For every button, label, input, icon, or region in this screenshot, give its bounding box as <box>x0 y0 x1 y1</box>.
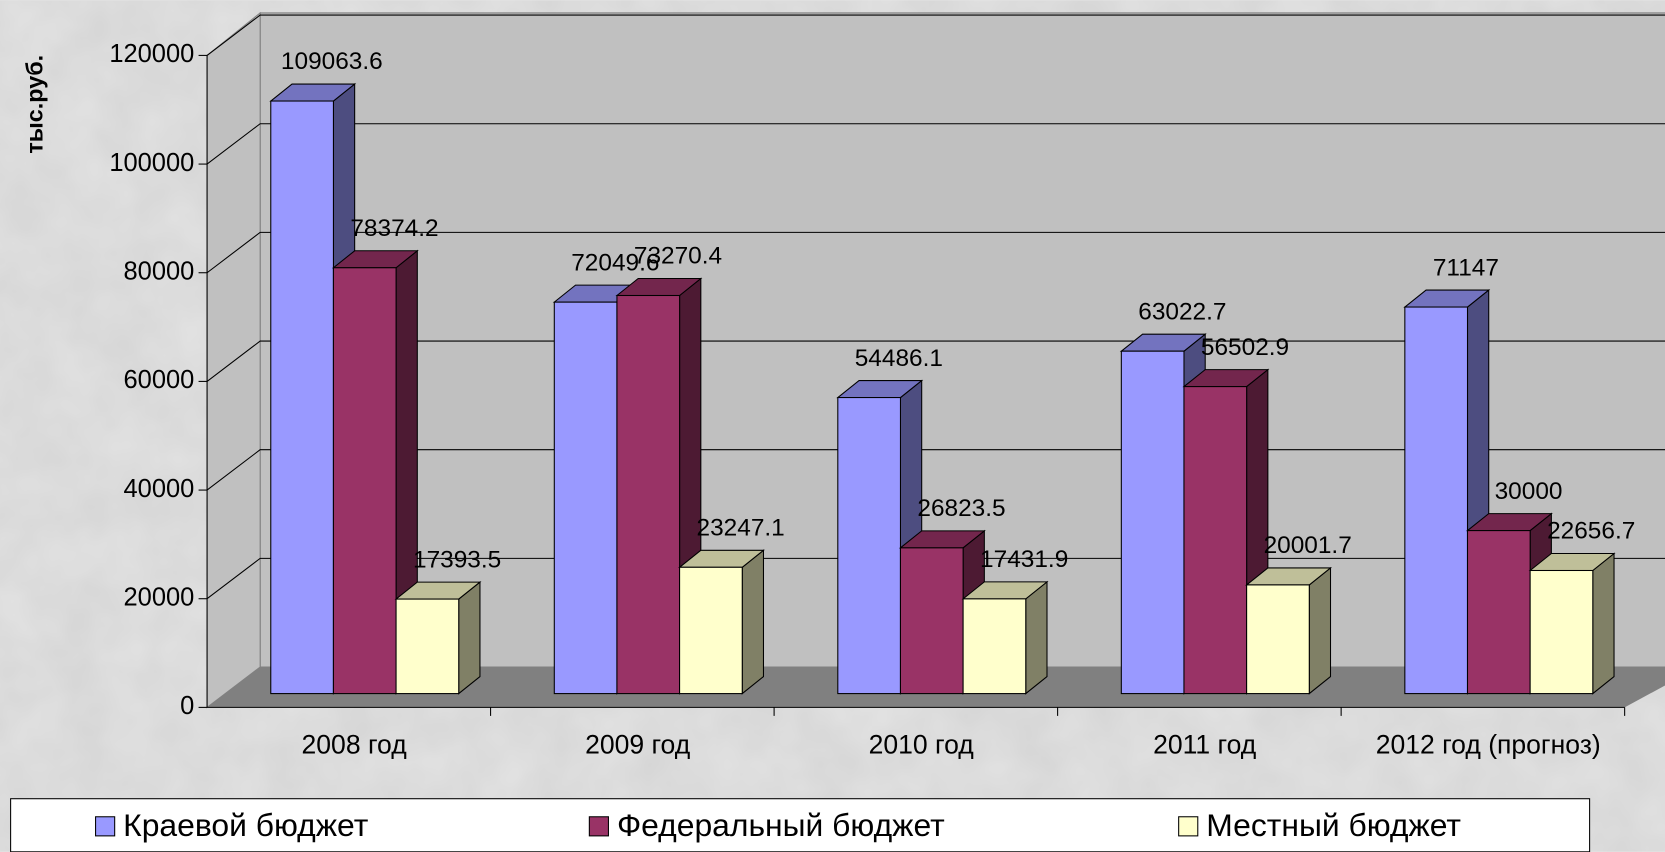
data-label: 54486.1 <box>855 345 943 372</box>
bar <box>1466 530 1531 695</box>
data-label: 30000 <box>1495 478 1563 505</box>
legend-swatch <box>1178 816 1199 837</box>
legend <box>10 798 1591 852</box>
legend-label: Краевой бюджет <box>123 807 369 843</box>
legend-swatch <box>588 816 609 837</box>
bar-side <box>1592 552 1615 695</box>
y-tick-label: 0 <box>180 692 194 720</box>
bar <box>616 294 681 695</box>
x-tick-label: 2008 год <box>302 730 408 760</box>
data-label: 23247.1 <box>697 515 785 542</box>
y-tick-label: 80000 <box>123 257 194 285</box>
y-tick-label: 60000 <box>123 366 194 394</box>
bar <box>899 547 964 695</box>
data-label: 72049.6 <box>571 249 659 276</box>
bar-side <box>458 580 481 695</box>
bar <box>1183 386 1248 695</box>
side-wall <box>206 11 261 709</box>
grid-line <box>206 14 1665 56</box>
data-label: 17431.9 <box>980 546 1068 573</box>
data-label: 20001.7 <box>1264 532 1352 559</box>
y-tick-label: 20000 <box>123 583 194 611</box>
bar <box>332 267 397 695</box>
y-axis-label: тыс.руб. <box>21 55 47 154</box>
bar <box>1404 306 1469 695</box>
x-tick-label: 2012 год (прогноз) <box>1376 730 1601 760</box>
data-label: 71147 <box>1433 254 1499 281</box>
bar <box>837 397 901 695</box>
x-tick-label: 2009 год <box>585 730 691 760</box>
data-label: 26823.5 <box>917 495 1005 522</box>
legend-label: Федеральный бюджет <box>617 807 945 843</box>
bar <box>553 301 618 695</box>
data-label: 63022.7 <box>1138 298 1226 325</box>
data-label: 109063.6 <box>281 48 383 75</box>
data-label: 78374.2 <box>350 215 438 242</box>
legend-label: Местный бюджет <box>1206 807 1461 843</box>
bar-side <box>741 549 765 695</box>
bar <box>962 598 1027 695</box>
grid-line <box>206 231 1665 274</box>
bar <box>1120 350 1185 695</box>
bar <box>1529 569 1594 695</box>
data-label: 56502.9 <box>1201 334 1289 361</box>
x-tick-label: 2011 год <box>1153 730 1257 760</box>
y-tick-label: 40000 <box>123 475 194 503</box>
data-label: 73270.4 <box>634 243 722 270</box>
bar <box>395 598 460 695</box>
x-tick-label: 2010 год <box>869 730 975 760</box>
y-tick-label: 120000 <box>109 40 194 68</box>
grid-line <box>206 340 1665 382</box>
grid-line <box>206 123 1665 165</box>
bar <box>679 566 743 695</box>
bar <box>1246 584 1310 695</box>
bar-side <box>1025 580 1048 695</box>
y-tick-label: 100000 <box>109 149 194 177</box>
bar <box>270 100 334 695</box>
data-label: 22656.7 <box>1547 518 1635 545</box>
data-label: 17393.5 <box>413 546 501 573</box>
legend-swatch <box>95 816 116 837</box>
bar-side <box>1308 566 1332 695</box>
